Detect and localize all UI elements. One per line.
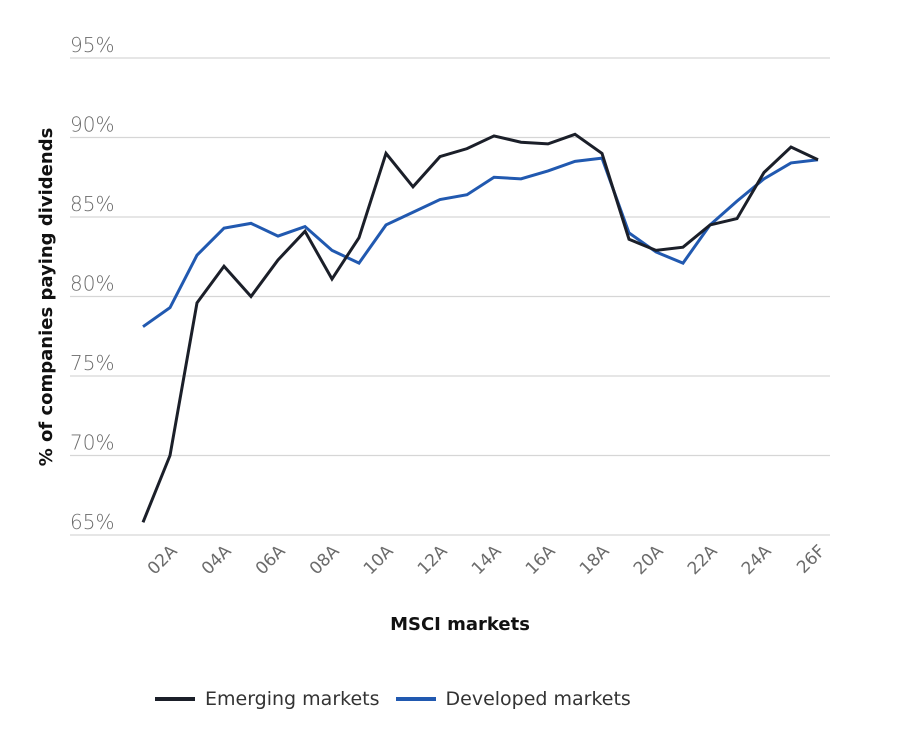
legend-label-emerging: Emerging markets <box>205 688 380 710</box>
x-tick-label: 10A <box>360 541 398 579</box>
series-line-emerging-markets <box>141 132 819 523</box>
x-tick-label: 02A <box>144 541 182 579</box>
x-axis-title: MSCI markets <box>390 614 530 635</box>
x-tick-label: 06A <box>252 541 290 579</box>
x-tick-label: 22A <box>684 541 722 579</box>
legend-label-developed: Developed markets <box>445 688 631 710</box>
series-lines <box>141 132 819 523</box>
y-tick-label: 95% <box>70 33 114 57</box>
x-tick-label: 08A <box>306 541 344 579</box>
x-tick-label: 24A <box>738 541 776 579</box>
y-tick-label: 70% <box>70 431 114 455</box>
legend-swatch-developed <box>395 697 436 701</box>
y-tick-label: 75% <box>70 351 114 375</box>
y-tick-label: 85% <box>70 192 114 216</box>
x-tick-label: 26F <box>793 541 829 577</box>
y-tick-label: 65% <box>70 510 114 534</box>
series-line-developed-markets <box>142 156 819 328</box>
gridlines <box>70 57 830 536</box>
y-tick-label: 90% <box>70 113 114 137</box>
legend: Emerging markets Developed markets <box>155 688 647 710</box>
legend-swatch-emerging <box>155 697 195 701</box>
y-axis-title: % of companies paying dividends <box>36 128 57 467</box>
x-tick-label: 18A <box>576 541 614 579</box>
x-tick-label: 16A <box>522 541 560 579</box>
y-axis-ticks: 65% 70% 75% 80% 85% 90% 95% <box>70 33 114 534</box>
y-tick-label: 80% <box>70 272 114 296</box>
legend-item-emerging: Emerging markets <box>155 688 380 710</box>
x-tick-label: 12A <box>414 541 452 579</box>
x-tick-label: 20A <box>630 541 668 579</box>
x-axis-ticks: 02A 04A 06A 08A 10A 12A 14A 16A 18A 20A 22A 24A 26F <box>144 541 830 579</box>
x-tick-label: 14A <box>468 541 506 579</box>
legend-item-developed: Developed markets <box>395 688 631 710</box>
x-tick-label: 04A <box>198 541 236 579</box>
